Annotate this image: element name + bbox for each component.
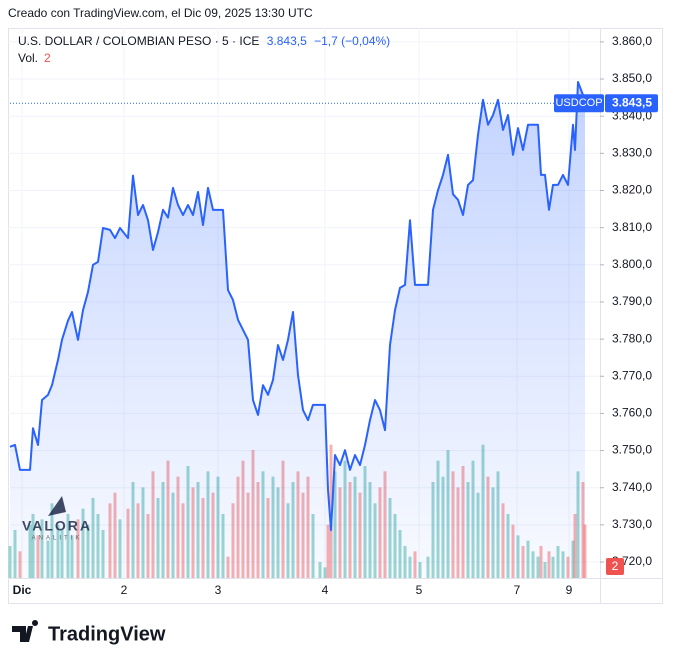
x-tick-label: 3 (215, 583, 222, 597)
y-tick-label: 3.750,0 (612, 443, 652, 457)
y-tick-label: 3.830,0 (612, 146, 652, 160)
watermark-name: VALORA (22, 518, 92, 534)
symbol-title: U.S. DOLLAR / COLOMBIAN PESO · 5 · ICE (18, 34, 259, 48)
volume-legend-value: 2 (44, 51, 51, 65)
volume-legend-label: Vol. (18, 51, 38, 65)
price-line (9, 81, 586, 532)
legend-change: −1,7 (−0,04%) (314, 34, 390, 48)
credit: Creado con TradingView.com, el Dic 09, 2… (8, 6, 313, 20)
x-tick-label: Dic (13, 583, 32, 597)
volume-badge-label: 2 (612, 559, 619, 573)
watermark: VALORA ANALITIK (22, 496, 92, 542)
volume-legend: Vol. 2 (18, 51, 51, 65)
y-tick-label: 3.790,0 (612, 294, 652, 308)
y-tick-label: 3.800,0 (612, 257, 652, 271)
logo-mark (12, 620, 39, 642)
y-tick-label: 3.730,0 (612, 517, 652, 531)
x-tick-label: 2 (121, 583, 128, 597)
price-badge-label: 3.843,5 (612, 95, 652, 109)
watermark-sub: ANALITIK (32, 536, 83, 542)
price-badge (605, 94, 658, 113)
chart-frame (8, 28, 663, 604)
y-tick-label: 3.810,0 (612, 220, 652, 234)
footer-logo: TradingView (12, 620, 166, 645)
ticker-label: USDCOP (555, 97, 602, 109)
ticker-badge (554, 94, 604, 113)
y-tick-label: 3.860,0 (612, 34, 652, 48)
y-tick-label: 3.740,0 (612, 480, 652, 494)
area-fill (10, 82, 585, 579)
y-tick-label: 3.820,0 (612, 183, 652, 197)
legend: U.S. DOLLAR / COLOMBIAN PESO · 5 · ICE 3… (18, 34, 390, 48)
footer-brand: TradingView (48, 623, 166, 645)
y-tick-label: 3.780,0 (612, 331, 652, 345)
plot (9, 81, 600, 579)
axes: 3.720,03.730,03.740,03.750,03.760,03.770… (13, 34, 658, 597)
volume-badge (606, 558, 624, 575)
x-tick-label: 9 (566, 583, 573, 597)
y-tick-label: 3.760,0 (612, 406, 652, 420)
y-tick-label: 3.770,0 (612, 368, 652, 382)
x-tick-label: 5 (416, 583, 423, 597)
watermark-icon (48, 496, 66, 516)
y-tick-label: 3.850,0 (612, 71, 652, 85)
x-tick-label: 4 (322, 583, 329, 597)
legend-price: 3.843,5 (267, 34, 307, 48)
x-tick-label: 7 (514, 583, 521, 597)
